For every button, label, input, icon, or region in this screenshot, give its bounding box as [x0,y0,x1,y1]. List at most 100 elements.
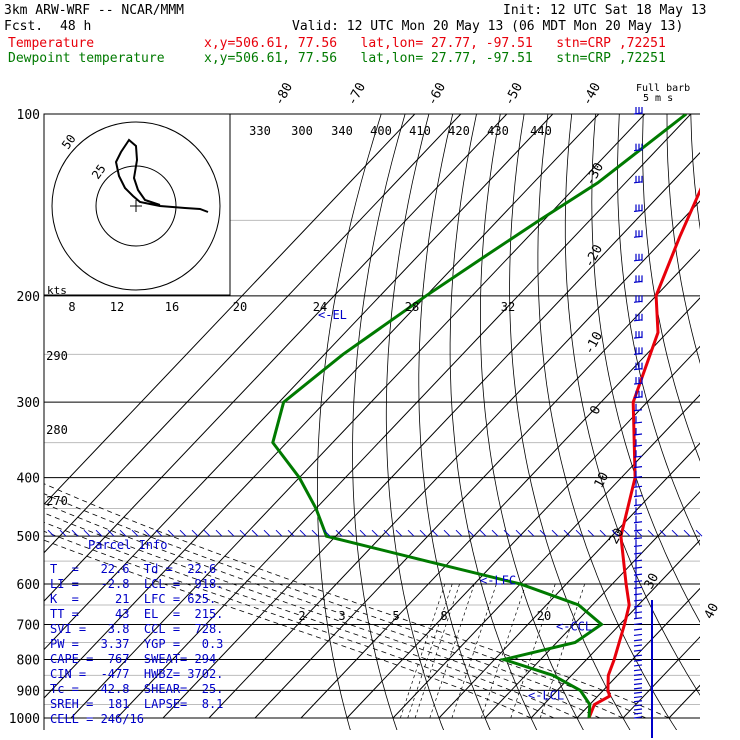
level-tick [323,529,331,537]
mixing-ratio-label: 8 [440,609,447,623]
wind-barb [633,639,643,642]
wind-barb [633,599,643,602]
theta-label: 300 [291,124,313,138]
isotherm-label: 0 [587,403,604,417]
theta-label: 440 [530,124,552,138]
wind-barb [633,396,643,399]
wind-barb [633,319,643,322]
isotherm-label: -60 [425,80,449,108]
dry-adiabat [418,114,491,730]
theta-label: 420 [448,124,470,138]
lfc-marker: <-LFC [480,574,516,588]
level-tick [395,529,403,537]
level-tick [695,529,703,537]
barb-scale-title: Full barb [636,83,691,94]
level-tick [587,529,595,537]
isotherm [392,394,700,719]
pressure-tick-label: 800 [17,653,40,668]
level-tick [71,529,79,537]
isotherm [116,114,692,719]
wind-barb [633,580,643,583]
mixing-ratio-label: 32 [501,300,515,314]
wind-barb [633,644,643,647]
temperature-profile [587,187,700,719]
level-tick [227,529,235,537]
parcel-row: Tc = 42.8 SHEAR= 25. [50,682,224,696]
theta-e-label: 280 [46,423,68,437]
wind-barb [633,455,643,458]
mixing-ratio-label: 24 [313,300,327,314]
wind-barb [633,678,643,681]
dry-adiabat [352,114,406,730]
dry-adiabat [666,114,700,364]
wind-barb [633,209,643,213]
pressure-tick-label: 200 [17,290,40,305]
dry-adiabat [509,114,631,730]
hodograph: 25 50 kts [43,113,231,297]
mixing-ratio-line [407,583,453,719]
level-tick [275,529,283,537]
wind-barb [633,704,643,707]
wind-barb [633,336,643,339]
level-tick [251,529,259,537]
level-tick [407,529,415,537]
level-tick [599,529,607,537]
parcel-row: CAPE = 767 SWEAT= 294 [50,652,217,666]
level-tick [551,529,559,537]
isotherm [622,636,700,719]
model-title: 3km ARW-WRF -- NCAR/MMM [4,3,185,18]
forecast-label: Fcst. [4,19,44,34]
wind-barb [633,529,643,532]
level-tick [155,529,163,537]
level-tick [563,529,571,537]
parcel-row: TT = 43 EL = 215. [50,607,224,621]
mixing-ratio-label: 2 [298,609,305,623]
isotherm [44,114,600,699]
isotherm [438,442,700,719]
wind-barb [633,112,643,115]
parcel-row: SREH = 181 LAPSE= 8.1 [50,697,224,711]
level-tick [623,529,631,537]
level-tick [107,529,115,537]
wind-barb [633,476,643,479]
dry-adiabat [591,114,700,623]
level-tick [371,529,379,537]
wind-barb [633,691,643,694]
wind-barbs [633,107,653,738]
mixing-ratio-label: 20 [537,609,551,623]
isotherm [576,587,700,719]
hodograph-ring-label: 25 [89,162,109,182]
mixing-ratio-label: 20 [233,300,247,314]
mixing-ratio-label: 16 [165,300,179,314]
pressure-tick-label: 1000 [9,712,40,727]
wind-barb [633,695,643,699]
wind-barb [633,552,643,555]
mixing-ratio-label: 8 [68,300,75,314]
mixing-ratio-label: 12 [110,300,124,314]
pressure-tick-label: 600 [17,578,40,593]
parcel-row: CELL = 246/16 [50,712,144,726]
hodograph-trace [114,138,209,213]
isotherm-label: -30 [583,160,607,188]
hodograph-box [43,113,231,296]
theta-label: 330 [249,124,271,138]
wind-barb [633,712,643,715]
wind-barb [633,654,643,657]
theta-e-label: 270 [46,494,68,508]
level-tick [575,529,583,537]
temperature-location: x,y=506.61, 77.56 lat,lon= 27.77, -97.51… [204,36,666,51]
wind-barb [633,521,643,524]
level-tick [671,529,679,537]
isotherm [208,200,700,719]
hodograph-unit-label: kts [47,284,67,297]
parcel-row: SVI = 3.8 CCL = 728. [50,622,224,636]
wind-barb [633,669,643,672]
wind-barb [633,566,643,569]
pressure-tick-label: 100 [17,108,40,123]
temperature-legend: Temperature [8,36,95,51]
theta-label: 430 [487,124,509,138]
isotherm [254,248,700,719]
mixing-ratio-label: 3 [338,609,345,623]
wind-barb [633,537,643,540]
